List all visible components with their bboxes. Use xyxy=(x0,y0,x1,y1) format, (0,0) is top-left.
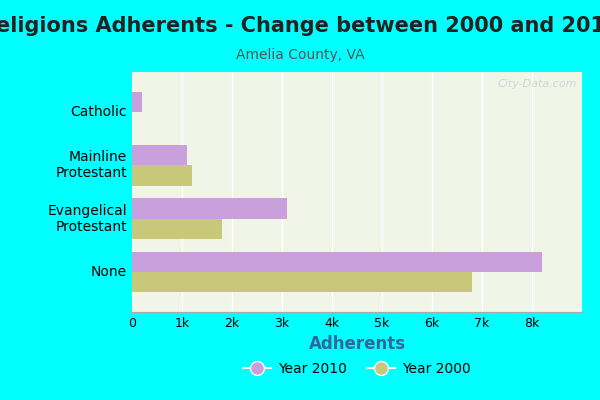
Bar xyxy=(132,252,542,272)
Legend: Year 2010, Year 2000: Year 2010, Year 2000 xyxy=(238,357,476,382)
Text: City-Data.com: City-Data.com xyxy=(498,79,577,89)
Bar xyxy=(132,92,142,112)
Bar xyxy=(132,272,472,292)
Bar xyxy=(132,145,187,165)
Text: Religions Adherents - Change between 2000 and 2010: Religions Adherents - Change between 200… xyxy=(0,16,600,36)
Bar xyxy=(132,165,192,186)
Bar xyxy=(132,219,222,239)
Text: Amelia County, VA: Amelia County, VA xyxy=(236,48,364,62)
Bar xyxy=(132,198,287,219)
X-axis label: Adherents: Adherents xyxy=(308,336,406,354)
